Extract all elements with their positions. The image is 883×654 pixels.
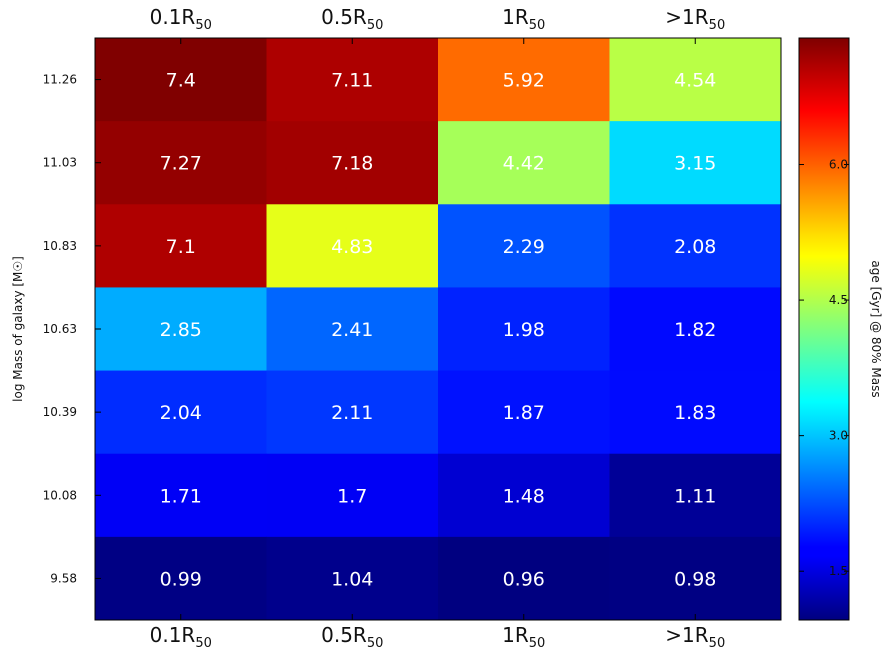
cell-value-label: 2.08 [674, 236, 716, 258]
cell-value-label: 4.54 [674, 70, 716, 92]
x-tick-label: 1R50 [502, 623, 545, 651]
cell-value-label: 1.71 [160, 485, 202, 507]
heatmap-cell [609, 204, 782, 288]
cell-value-label: 1.11 [674, 485, 716, 507]
heatmap-cell [609, 38, 782, 122]
y-tick-label: 10.39 [43, 405, 77, 419]
heatmap-cell [609, 536, 782, 621]
y-tick-label: 10.08 [43, 488, 77, 502]
cell-value-label: 4.42 [503, 153, 545, 175]
heatmap-cell [266, 38, 439, 122]
cell-value-label: 1.98 [503, 319, 545, 341]
heatmap-cell [438, 370, 610, 455]
cell-value-label: 1.48 [503, 485, 545, 507]
heatmap-cell [95, 453, 267, 538]
colorbar [798, 37, 850, 621]
heatmap-cell-labels: 7.4 7.11 5.92 4.54 7.27 7.18 4.42 3.15 7.1 4.83 2.… [160, 70, 717, 591]
x-tick-label: 0.1R50 [150, 623, 212, 651]
y-tick-label: 10.63 [43, 322, 77, 336]
heatmap-cell [266, 287, 439, 372]
cell-value-label: 2.04 [160, 402, 202, 424]
heatmap-cell [609, 121, 782, 205]
x-tick-label: 0.5R50 [321, 623, 383, 651]
heatmap-cell [438, 287, 610, 372]
heatmap-cell [266, 453, 439, 538]
cell-value-label: 0.96 [503, 568, 545, 590]
colorbar-tick-label: 4.5 [829, 293, 848, 307]
y-axis: 11.26 11.03 10.83 10.63 10.39 10.08 9.58 [43, 73, 101, 585]
x-axis-top: 0.1R50 0.5R50 1R50 >1R50 [150, 5, 725, 44]
x-tick-label: 0.5R50 [321, 5, 383, 33]
cell-value-label: 1.87 [503, 402, 545, 424]
colorbar-tick-label: 6.0 [829, 158, 848, 172]
x-tick-label: >1R50 [665, 5, 725, 33]
colorbar-tick-label: 3.0 [829, 429, 848, 443]
y-tick-label: 10.83 [43, 239, 77, 253]
heatmap-cell [609, 287, 782, 372]
heatmap-cell [95, 370, 267, 455]
cell-value-label: 7.27 [160, 153, 202, 175]
cell-value-label: 0.99 [160, 568, 202, 590]
x-tick-label: 1R50 [502, 5, 545, 33]
cell-value-label: 7.1 [166, 236, 196, 258]
x-tick-label: 0.1R50 [150, 5, 212, 33]
y-axis-label: log Mass of galaxy [M☉] [11, 256, 25, 402]
cell-value-label: 1.82 [674, 319, 716, 341]
heatmap-cell [609, 453, 782, 538]
heatmap-cell [95, 287, 267, 372]
heatmap-cell [438, 453, 610, 538]
heatmap-cell [609, 370, 782, 455]
cell-value-label: 7.4 [166, 70, 196, 92]
cell-value-label: 2.41 [331, 319, 373, 341]
colorbar-tick-label: 1.5 [829, 564, 848, 578]
colorbar-label: age [Gyr] @ 80% Mass [869, 260, 883, 397]
cell-value-label: 2.85 [160, 319, 202, 341]
y-tick-label: 11.26 [43, 73, 77, 87]
colorbar-ticks: 1.5 3.0 4.5 6.0 [799, 158, 849, 578]
y-tick-label: 9.58 [50, 571, 77, 585]
heatmap-cell [95, 121, 267, 205]
heatmap-cell [95, 38, 267, 122]
heatmap-cell [95, 536, 267, 621]
cell-value-label: 1.04 [331, 568, 373, 590]
y-tick-label: 11.03 [43, 156, 77, 170]
cell-value-label: 5.92 [503, 70, 545, 92]
x-tick-label: >1R50 [665, 623, 725, 651]
cell-value-label: 4.83 [331, 236, 373, 258]
x-axis-bottom: 0.1R50 0.5R50 1R50 >1R50 [150, 614, 725, 651]
cell-value-label: 7.11 [331, 70, 373, 92]
cell-value-label: 2.11 [331, 402, 373, 424]
heatmap-cell [266, 204, 439, 288]
cell-value-label: 1.83 [674, 402, 716, 424]
heatmap-cells [95, 38, 782, 621]
cell-value-label: 7.18 [331, 153, 373, 175]
heatmap-cell [438, 536, 610, 621]
heatmap-cell [438, 204, 610, 288]
cell-value-label: 0.98 [674, 568, 716, 590]
cell-value-label: 1.7 [337, 485, 367, 507]
heatmap-cell [266, 370, 439, 455]
heatmap-cell [266, 121, 439, 205]
heatmap-cell [266, 536, 439, 621]
heatmap-cell [438, 121, 610, 205]
heatmap-cell [438, 38, 610, 122]
cell-value-label: 3.15 [674, 153, 716, 175]
cell-value-label: 2.29 [503, 236, 545, 258]
heatmap-cell [95, 204, 267, 288]
